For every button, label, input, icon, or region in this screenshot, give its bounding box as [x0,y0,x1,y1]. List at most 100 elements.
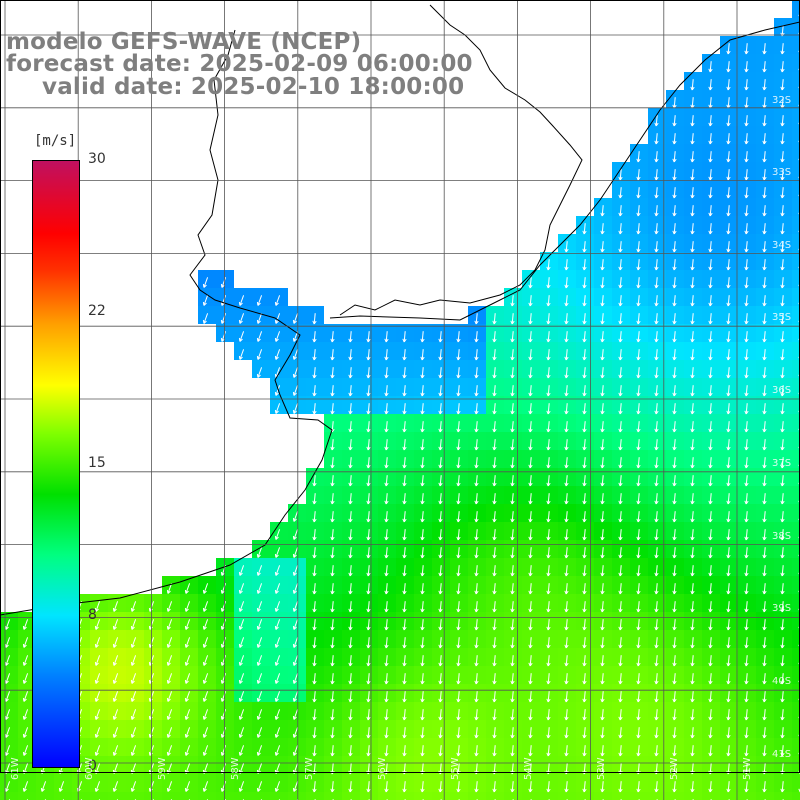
wind-arrow [239,781,245,792]
wind-arrow [493,403,496,415]
wind-arrow [745,709,748,721]
wind-arrow [583,385,586,397]
wind-arrow-head [257,698,261,702]
wind-arrow-head [275,752,279,756]
wind-arrow-head [185,716,189,720]
wind-arrow-head [331,392,335,397]
wind-arrow-head [385,644,389,649]
wind-arrow [293,781,299,792]
wind-arrow [781,385,784,397]
wind-arrow [275,763,281,774]
wind-arrow [601,313,604,325]
wind-arrow-head [673,266,677,271]
wind-arrow [529,385,532,397]
wind-arrow [385,511,388,523]
wind-arrow-head [439,752,443,757]
wind-arrow-head [385,734,389,739]
wind-arrow-head [547,428,551,433]
wind-arrow [475,349,478,361]
wind-arrow [763,313,766,325]
wind-arrow-head [403,626,407,631]
wind-arrow [727,709,730,721]
wind-arrow [331,403,334,415]
wind-arrow-head [673,356,677,361]
wind-arrow-head [331,518,335,523]
wind-arrow-head [493,320,497,325]
lat-label: 40S [772,676,792,687]
wind-arrow [293,547,299,558]
wind-arrow [439,475,442,487]
wind-arrow-head [385,446,389,451]
wind-arrow [439,565,442,577]
wind-arrow [167,655,173,666]
wind-arrow [565,493,568,505]
wind-arrow-head [655,176,659,181]
wind-arrow [709,367,712,379]
wind-arrow-head [565,518,569,523]
wind-arrow-head [781,50,785,55]
wind-arrow-head [511,428,515,433]
wind-arrow-head [457,554,461,559]
wind-arrow [5,691,11,702]
wind-arrow [403,511,406,523]
wind-arrow [185,655,191,666]
wind-arrow [655,277,658,289]
wind-arrow-head [23,644,27,648]
wind-arrow-head [655,518,659,523]
wind-arrow-head [691,788,695,793]
wind-arrow-head [113,788,117,792]
wind-arrow [275,295,281,306]
wind-arrow [257,763,263,774]
wind-arrow [239,763,245,774]
wind-arrow [691,277,694,289]
wind-arrow [475,673,478,685]
wind-arrow-head [221,320,225,324]
wind-arrow [709,259,712,271]
lon-label: 58W [230,757,241,780]
wind-arrow [691,511,694,523]
wind-arrow [565,421,568,433]
wind-arrow-head [439,644,443,649]
wind-arrow [763,169,766,181]
wind-arrow-head [637,590,641,595]
wind-arrow [331,745,334,757]
wind-arrow [781,637,784,649]
wind-arrow-head [565,608,569,613]
wind-arrow [239,745,245,756]
wind-arrow-head [781,554,785,559]
wind-arrow [727,331,730,343]
wind-arrow-head [781,230,785,235]
wind-arrow [113,673,119,684]
wind-arrow-head [691,608,695,613]
wind-arrow [583,259,586,271]
wind-arrow [493,673,496,685]
wind-arrow-head [59,788,63,792]
wind-arrow [367,673,370,685]
wind-arrow [637,457,640,469]
wind-arrow-head [367,590,371,595]
wind-arrow [293,709,299,720]
wind-arrow-head [167,734,171,738]
wind-arrow-head [221,572,225,576]
wind-arrow-head [619,518,623,523]
wind-arrow [655,655,658,667]
wind-arrow-head [313,572,317,577]
wind-arrow [421,493,424,505]
wind-arrow-head [457,734,461,739]
wind-arrow [257,583,263,594]
wind-arrow-head [511,662,515,667]
wind-arrow-head [367,680,371,685]
wind-arrow [619,511,622,523]
wind-arrow-head [763,158,767,163]
wind-arrow [691,547,694,559]
wind-arrow [745,691,748,703]
wind-arrow [331,475,334,487]
wind-arrow [745,259,748,271]
wind-arrow [5,655,11,666]
wind-arrow-head [583,374,587,379]
wind-arrow-head [673,302,677,307]
wind-arrow [565,781,568,793]
wind-arrow-head [475,374,479,379]
wind-arrow-head [185,698,189,702]
wind-arrow [583,727,586,739]
